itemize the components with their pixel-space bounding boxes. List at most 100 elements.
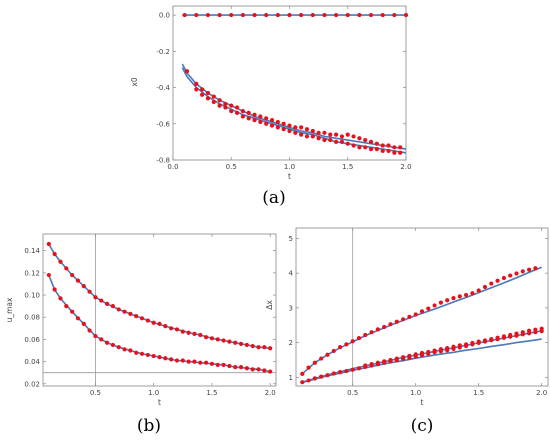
y-tick-label: 3 bbox=[289, 304, 293, 312]
data-point bbox=[345, 132, 350, 137]
data-point bbox=[264, 12, 269, 18]
data-point bbox=[482, 284, 488, 290]
data-point bbox=[363, 137, 368, 143]
data-point bbox=[227, 363, 232, 369]
data-point bbox=[81, 321, 86, 326]
data-point bbox=[281, 127, 286, 132]
data-point bbox=[268, 369, 273, 374]
data-point bbox=[374, 141, 379, 146]
panel-c: 0.5 1.0 1.5 2.0 1 2 3 4 5 t Δx (c) bbox=[265, 227, 549, 436]
data-point bbox=[375, 327, 380, 332]
y-tick-label: 0.10 bbox=[24, 292, 40, 300]
data-point bbox=[211, 94, 216, 99]
data-point bbox=[252, 118, 257, 123]
data-point bbox=[186, 330, 191, 335]
panel-b: 0.5 1.0 1.5 2.0 0.02 0.04 0.06 0.08 0.10 0.12 0.14… bbox=[5, 233, 277, 436]
data-point bbox=[192, 331, 197, 336]
data-point bbox=[58, 259, 63, 264]
data-point bbox=[374, 147, 379, 152]
data-point bbox=[211, 99, 216, 105]
data-point bbox=[128, 348, 133, 353]
data-point bbox=[250, 343, 255, 349]
data-point bbox=[264, 116, 269, 121]
data-point bbox=[293, 130, 298, 135]
data-point bbox=[319, 374, 324, 379]
x-tick-label: 2.0 bbox=[536, 389, 547, 397]
data-point bbox=[331, 371, 336, 376]
data-point bbox=[122, 309, 127, 314]
data-point bbox=[240, 114, 245, 119]
data-point bbox=[386, 148, 391, 154]
data-point bbox=[244, 342, 249, 348]
data-point bbox=[357, 145, 362, 150]
data-point bbox=[134, 350, 139, 355]
data-point bbox=[419, 309, 425, 314]
data-point bbox=[304, 127, 310, 132]
data-point bbox=[304, 134, 310, 139]
data-point bbox=[64, 304, 69, 309]
data-point bbox=[312, 360, 317, 365]
data-point bbox=[299, 125, 304, 130]
data-point bbox=[262, 345, 267, 350]
data-point bbox=[234, 110, 240, 115]
data-point bbox=[514, 271, 519, 276]
data-point bbox=[344, 342, 349, 347]
data-point bbox=[464, 342, 469, 347]
x-tick-label: 1.5 bbox=[206, 389, 217, 397]
data-point bbox=[345, 141, 350, 146]
data-point bbox=[338, 370, 343, 375]
data-point bbox=[229, 108, 234, 114]
y-tick-label: -0.2 bbox=[156, 48, 170, 56]
data-point bbox=[388, 322, 393, 327]
data-point bbox=[398, 145, 403, 150]
data-point bbox=[380, 148, 385, 154]
data-point bbox=[419, 350, 425, 356]
data-point bbox=[350, 367, 355, 372]
data-point bbox=[334, 132, 339, 137]
y-tick-label: -0.4 bbox=[156, 84, 170, 92]
data-point bbox=[205, 90, 211, 96]
data-point bbox=[322, 137, 327, 143]
data-point bbox=[110, 342, 115, 348]
data-point bbox=[368, 139, 374, 144]
data-point bbox=[470, 291, 475, 296]
data-point bbox=[70, 272, 75, 278]
x-tick-label: 0.5 bbox=[90, 389, 101, 397]
data-point bbox=[394, 319, 399, 324]
data-point bbox=[246, 116, 251, 121]
data-point bbox=[328, 137, 333, 143]
x-axis-label: t bbox=[421, 398, 424, 407]
data-point bbox=[198, 360, 203, 365]
data-point bbox=[394, 356, 399, 361]
data-point bbox=[262, 368, 267, 373]
data-point bbox=[174, 327, 180, 332]
data-point bbox=[356, 366, 362, 371]
data-point bbox=[223, 105, 228, 110]
data-point bbox=[87, 289, 92, 294]
y-tick-label: 0.04 bbox=[24, 358, 40, 366]
data-point bbox=[233, 365, 238, 370]
panel-caption: (b) bbox=[137, 416, 161, 436]
data-point bbox=[204, 360, 209, 365]
data-point bbox=[351, 143, 356, 148]
data-point bbox=[438, 300, 443, 305]
data-point bbox=[300, 380, 305, 385]
data-point bbox=[258, 114, 263, 119]
data-point bbox=[369, 362, 374, 367]
data-point bbox=[275, 12, 280, 18]
data-point bbox=[221, 338, 226, 343]
data-point bbox=[310, 134, 315, 139]
data-point bbox=[157, 355, 162, 360]
data-point bbox=[382, 324, 387, 330]
data-point bbox=[388, 357, 393, 363]
data-point bbox=[375, 360, 380, 365]
data-point bbox=[357, 136, 362, 141]
data-point bbox=[476, 339, 481, 344]
data-point bbox=[110, 304, 115, 309]
data-point bbox=[200, 87, 205, 92]
data-point bbox=[64, 266, 69, 271]
data-point bbox=[432, 348, 437, 353]
data-point bbox=[58, 296, 63, 301]
data-point bbox=[470, 340, 475, 346]
data-point bbox=[151, 320, 156, 325]
